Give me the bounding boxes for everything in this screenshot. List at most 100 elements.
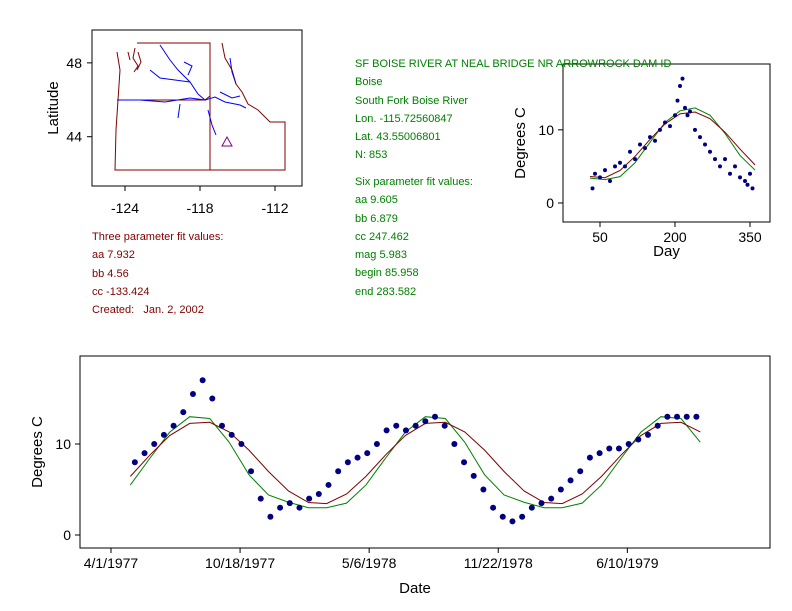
data-point [680, 76, 685, 81]
data-point [598, 175, 602, 180]
data-point [470, 472, 477, 479]
data-point [325, 481, 332, 488]
data-point [658, 127, 662, 132]
data-point [528, 504, 535, 511]
data-point [209, 395, 216, 402]
data-point [577, 468, 584, 475]
x-axis-label: Day [653, 243, 680, 260]
data-point [364, 450, 371, 457]
data-point [257, 495, 264, 502]
text-line: N: 853 [355, 149, 388, 162]
data-point [228, 431, 235, 438]
data-point [586, 454, 593, 461]
data-point [603, 168, 607, 173]
x-tick-label: 200 [663, 229, 687, 245]
station-block: SF BOISE RIVER AT NEAL BRIDGE NR ARROWRO… [355, 55, 671, 165]
data-point [648, 135, 652, 140]
data-point [354, 454, 361, 461]
text-line: cc -133.424 [92, 285, 150, 298]
data-point [663, 120, 667, 125]
data-point [170, 422, 177, 429]
map-frame [91, 29, 303, 187]
data-point [393, 422, 400, 429]
text-line: Three parameter fit values: [92, 231, 224, 243]
data-point [180, 409, 187, 416]
data-point [638, 142, 642, 147]
map-rivers [118, 44, 247, 136]
data-point [248, 468, 255, 475]
data-point [383, 427, 390, 434]
data-point [296, 504, 303, 511]
data-point [643, 146, 647, 151]
data-point [189, 390, 196, 397]
text-line: aa 9.605 [355, 194, 398, 207]
data-point [745, 182, 750, 187]
data-point [199, 377, 206, 384]
data-point [685, 113, 690, 118]
x-tick-label: 350 [738, 229, 762, 245]
data-point [606, 445, 613, 452]
data-point [683, 105, 687, 110]
text-line: Six parameter fit values: [355, 176, 473, 188]
data-point [490, 504, 497, 511]
data-point [673, 113, 677, 118]
data-point [718, 164, 722, 169]
fit-line [589, 111, 756, 179]
data-point [306, 495, 313, 502]
data-point [432, 413, 439, 420]
data-point [461, 459, 468, 466]
data-point [315, 491, 322, 498]
data-point [519, 513, 526, 520]
data-point [675, 98, 680, 103]
text-line: South Fork Boise River [355, 94, 469, 107]
data-point [608, 179, 612, 184]
map-y-label: Latitude [45, 81, 62, 134]
river [204, 96, 247, 109]
data-point [688, 109, 692, 114]
text-line: mag 5.983 [355, 249, 407, 262]
y-tick-label: 48 [66, 55, 82, 71]
data-point [645, 431, 652, 438]
y-tick-label: 10 [55, 436, 71, 452]
y-tick-label: 0 [63, 527, 71, 543]
x-tick-label: 11/22/1978 [464, 555, 533, 571]
x-tick-label: 4/1/1977 [84, 555, 139, 571]
y-axis-label: Degrees C [512, 107, 529, 179]
text-line: bb 6.879 [355, 212, 398, 225]
data-point [548, 495, 555, 502]
plot-frame [79, 355, 771, 549]
y-tick-label: 0 [546, 195, 554, 211]
y-axis-label: Degrees C [29, 416, 46, 488]
plot-frame [562, 63, 771, 223]
station-marker [221, 135, 233, 147]
x-tick-label: 5/6/1978 [342, 555, 397, 571]
data-point [344, 459, 351, 466]
six-param-block: Six parameter fit values: aa 9.605 bb 6.87… [355, 173, 473, 301]
data-point [698, 135, 702, 140]
data-point [713, 157, 717, 162]
data-point [509, 518, 516, 525]
text-line: end 283.582 [355, 285, 417, 298]
data-point [499, 513, 506, 520]
data-point [743, 179, 747, 184]
data-point [664, 413, 671, 420]
x-tick-label: -124 [111, 200, 139, 216]
river [118, 44, 207, 103]
data-point [703, 142, 707, 147]
data-point [567, 477, 574, 484]
data-point [286, 500, 293, 507]
data-point [590, 186, 595, 191]
data-point [733, 164, 737, 169]
data-point [593, 171, 597, 176]
x-tick-label: 6/10/1979 [596, 555, 658, 571]
data-point [623, 164, 627, 169]
data-point [678, 83, 682, 88]
data-point [451, 440, 458, 447]
data-point [412, 422, 419, 429]
data-point [422, 418, 429, 425]
data-point [615, 445, 622, 452]
text-line: begin 85.958 [355, 267, 419, 280]
data-point [557, 486, 564, 493]
